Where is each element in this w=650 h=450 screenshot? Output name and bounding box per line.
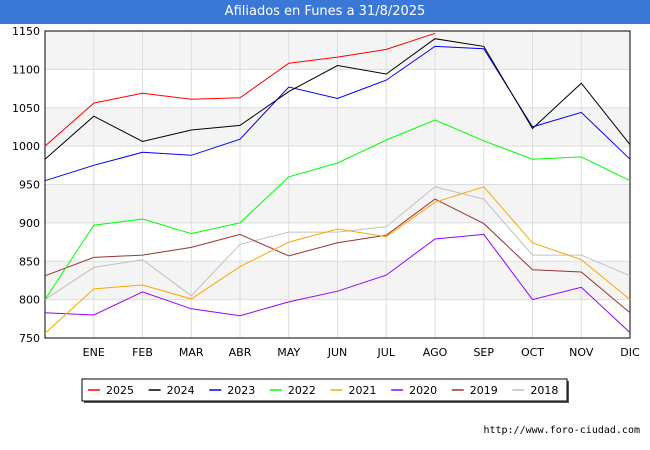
x-tick-label: JUL [377, 346, 396, 359]
x-tick-label: NOV [569, 346, 594, 359]
y-tick-label: 1000 [12, 140, 40, 153]
x-tick-label: SEP [473, 346, 494, 359]
line-chart: 750 800 850 900 950 1000 1050 1100 1150 ENE FEB MA… [12, 25, 640, 403]
grid-lines [45, 30, 630, 339]
legend-label-2021: 2021 [349, 384, 377, 397]
source-url[interactable]: http://www.foro-ciudad.com [483, 425, 640, 436]
y-tick-label: 950 [19, 179, 40, 192]
series-line-2023 [44, 45, 631, 182]
series-line-2020 [44, 233, 631, 333]
legend-label-2024: 2024 [167, 384, 195, 397]
y-tick-label: 900 [19, 217, 40, 230]
y-axis-ticks: 750 800 850 900 950 1000 1050 1100 1150 [12, 25, 40, 345]
series-line-2019 [44, 198, 631, 314]
legend-label-2025: 2025 [106, 384, 134, 397]
y-tick-label: 850 [19, 255, 40, 268]
y-tick-label: 1150 [12, 25, 40, 38]
x-tick-label: FEB [132, 346, 153, 359]
series-line-2024 [44, 38, 631, 160]
x-axis-ticks: ENE FEB MAR ABR MAY JUN JUL AGO SEP OCT NOV DIC [83, 346, 640, 359]
series-line-2022 [44, 119, 631, 300]
y-tick-label: 750 [19, 332, 40, 345]
x-tick-label: JUN [327, 346, 348, 359]
legend-label-2022: 2022 [288, 384, 316, 397]
title-bar [0, 0, 650, 24]
series-line-2025 [44, 32, 436, 147]
legend-label-2019: 2019 [470, 384, 498, 397]
legend: 2025 2024 2023 2022 2021 2020 2019 2018 [81, 378, 569, 403]
legend-label-2023: 2023 [227, 384, 255, 397]
series-lines [44, 32, 631, 334]
chart-title: Afiliados en Funes a 31/8/2025 [224, 4, 426, 19]
y-tick-label: 1050 [12, 102, 40, 115]
x-tick-label: AGO [423, 346, 448, 359]
series-line-2018 [44, 186, 631, 301]
legend-label-2018: 2018 [530, 384, 558, 397]
x-tick-label: MAR [179, 346, 204, 359]
x-tick-label: MAY [277, 346, 300, 359]
x-tick-label: ABR [229, 346, 252, 359]
series-line-2021 [44, 186, 631, 334]
y-tick-label: 800 [19, 294, 40, 307]
x-tick-label: DIC [620, 346, 640, 359]
legend-label-2020: 2020 [409, 384, 437, 397]
x-tick-label: OCT [521, 346, 544, 359]
plot-border [44, 30, 631, 339]
legend-box [81, 378, 568, 402]
x-tick-label: ENE [83, 346, 105, 359]
y-tick-label: 1100 [12, 63, 40, 76]
